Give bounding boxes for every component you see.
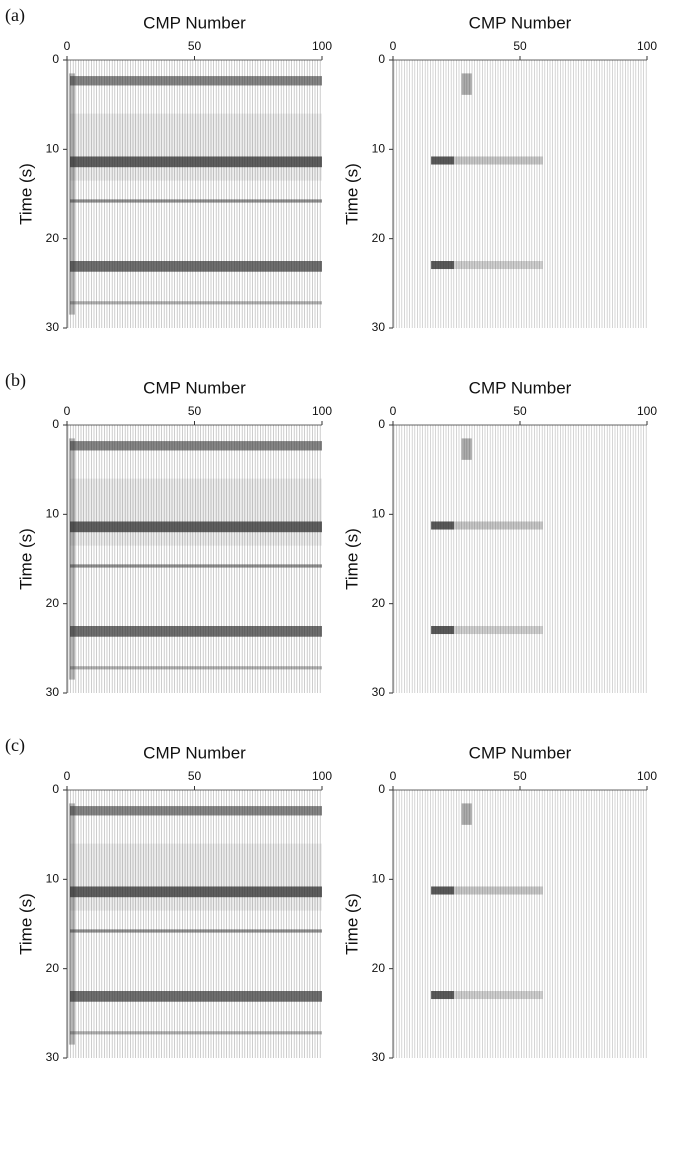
diffraction [461, 438, 472, 460]
x-tick-label: 100 [637, 404, 657, 418]
x-tick-label: 100 [637, 39, 657, 53]
x-tick-label: 50 [188, 404, 202, 418]
reflection [431, 156, 454, 165]
reflection [70, 843, 322, 911]
y-tick-label: 0 [378, 782, 385, 796]
y-tick-label: 10 [46, 872, 60, 886]
y-axis-label: Time (s) [16, 163, 35, 225]
y-tick-label: 0 [52, 782, 59, 796]
y-tick-label: 30 [372, 320, 386, 334]
reflection [70, 441, 322, 451]
y-tick-label: 0 [378, 52, 385, 66]
near-trace-noise [69, 438, 75, 680]
reflection [70, 113, 322, 181]
plot-area [393, 790, 647, 1058]
y-axis-label: Time (s) [16, 528, 35, 590]
reflection [70, 626, 322, 637]
plot-area [393, 425, 647, 693]
diffraction [461, 73, 472, 95]
x-tick-label: 100 [312, 769, 332, 783]
reflection [70, 478, 322, 546]
reflection [431, 521, 454, 530]
x-tick-label: 50 [188, 39, 202, 53]
reflection-tail [453, 886, 543, 895]
reflection-tail [453, 626, 543, 635]
y-tick-label: 20 [372, 596, 386, 610]
y-tick-label: 0 [52, 52, 59, 66]
x-tick-label: 0 [64, 39, 71, 53]
y-tick-label: 10 [372, 507, 386, 521]
y-tick-label: 20 [372, 231, 386, 245]
reflection-tail [453, 156, 543, 165]
chart-title: CMP Number [469, 13, 572, 32]
y-axis-label: Time (s) [16, 893, 35, 955]
y-tick-label: 10 [46, 142, 60, 156]
near-trace-noise [69, 803, 75, 1045]
reflection [70, 156, 322, 168]
reflection [70, 806, 322, 816]
y-tick-label: 20 [46, 231, 60, 245]
reflection [431, 626, 454, 635]
reflection [70, 929, 322, 933]
x-tick-label: 100 [637, 769, 657, 783]
x-tick-label: 0 [390, 404, 397, 418]
y-tick-label: 30 [46, 320, 60, 334]
chart-title: CMP Number [469, 743, 572, 762]
reflection [70, 564, 322, 568]
x-tick-label: 50 [513, 769, 527, 783]
x-tick-label: 50 [513, 39, 527, 53]
x-tick-label: 50 [513, 404, 527, 418]
y-tick-label: 20 [46, 961, 60, 975]
plot-area [393, 60, 647, 328]
x-tick-label: 0 [390, 39, 397, 53]
reflection [70, 1031, 322, 1035]
y-tick-label: 0 [378, 417, 385, 431]
y-tick-label: 10 [372, 142, 386, 156]
y-tick-label: 10 [372, 872, 386, 886]
y-axis-label: Time (s) [342, 163, 361, 225]
reflection [70, 261, 322, 272]
x-tick-label: 0 [64, 769, 71, 783]
y-tick-label: 30 [46, 685, 60, 699]
x-tick-label: 0 [390, 769, 397, 783]
chart-title: CMP Number [143, 378, 246, 397]
y-tick-label: 30 [46, 1050, 60, 1064]
y-tick-label: 10 [46, 507, 60, 521]
chart-title: CMP Number [469, 378, 572, 397]
reflection [70, 666, 322, 670]
reflection-tail [453, 521, 543, 530]
reflection [431, 991, 454, 1000]
reflection-tail [453, 991, 543, 1000]
panel-label: (a) [5, 5, 25, 26]
x-tick-label: 0 [64, 404, 71, 418]
reflection [70, 301, 322, 305]
y-tick-label: 30 [372, 1050, 386, 1064]
y-tick-label: 20 [372, 961, 386, 975]
y-axis-label: Time (s) [342, 528, 361, 590]
x-tick-label: 100 [312, 404, 332, 418]
panel-label: (b) [5, 370, 26, 391]
reflection [70, 76, 322, 86]
chart-title: CMP Number [143, 13, 246, 32]
panel-label: (c) [5, 735, 25, 756]
reflection [70, 199, 322, 203]
x-tick-label: 100 [312, 39, 332, 53]
reflection [70, 521, 322, 533]
reflection-tail [453, 261, 543, 270]
y-tick-label: 0 [52, 417, 59, 431]
y-tick-label: 30 [372, 685, 386, 699]
reflection [70, 991, 322, 1002]
y-axis-label: Time (s) [342, 893, 361, 955]
diffraction [461, 803, 472, 825]
y-tick-label: 20 [46, 596, 60, 610]
reflection [431, 261, 454, 270]
reflection [70, 886, 322, 898]
chart-title: CMP Number [143, 743, 246, 762]
x-tick-label: 50 [188, 769, 202, 783]
near-trace-noise [69, 73, 75, 315]
reflection [431, 886, 454, 895]
